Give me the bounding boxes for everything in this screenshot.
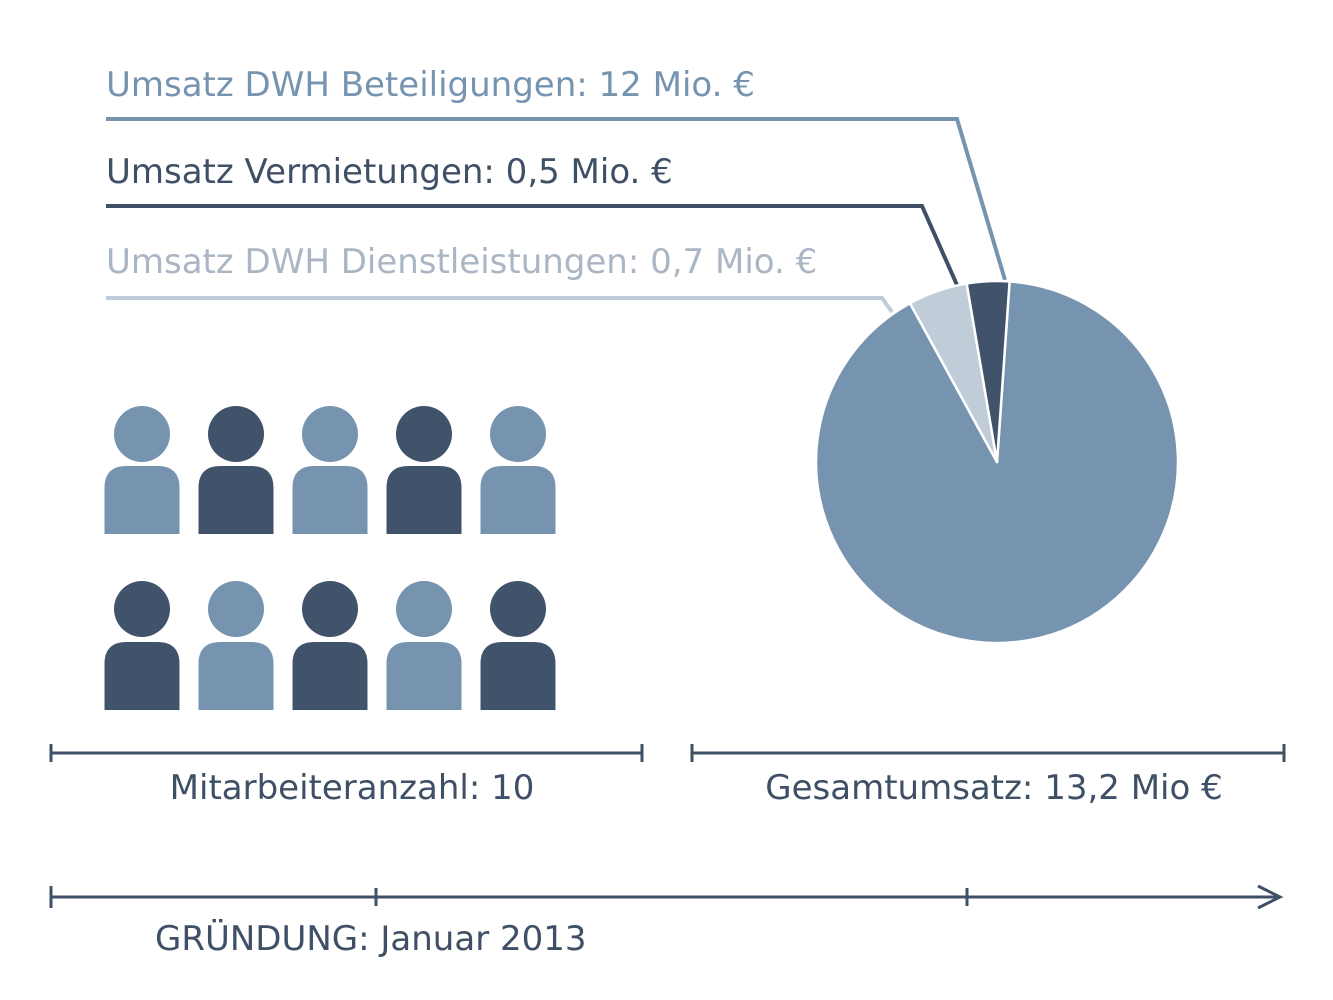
- revenue-range-bracket: [690, 744, 1286, 762]
- founding-label: GRÜNDUNG: Januar 2013: [155, 918, 587, 959]
- revenue-pie-chart: [814, 279, 1180, 645]
- leader-line-beteiligungen: [106, 117, 1007, 281]
- person-icon: [104, 406, 180, 534]
- employee-count-caption: Mitarbeiteranzahl: 10: [170, 768, 535, 808]
- person-icon: [104, 581, 180, 710]
- legend-label-beteiligungen: Umsatz DWH Beteiligungen: 12 Mio. €: [106, 65, 755, 105]
- person-icon: [480, 406, 556, 534]
- leader-line-vermietungen: [106, 204, 959, 286]
- timeline-axis: [49, 886, 1278, 908]
- person-icon: [480, 581, 556, 710]
- pie-slice-vermietungen: [965, 279, 1011, 464]
- person-icon: [292, 581, 368, 710]
- leader-line-dienstleistungen: [106, 296, 894, 314]
- person-icon: [198, 406, 274, 534]
- person-icon: [386, 581, 462, 710]
- arrow-right-icon: [1257, 884, 1284, 910]
- employee-range-bracket: [49, 744, 644, 762]
- legend-label-dienstleistungen: Umsatz DWH Dienstleistungen: 0,7 Mio. €: [106, 242, 817, 282]
- person-icon: [292, 406, 368, 534]
- person-icon: [386, 406, 462, 534]
- person-icon: [198, 581, 274, 710]
- total-revenue-caption: Gesamtumsatz: 13,2 Mio €: [765, 768, 1222, 808]
- legend-label-vermietungen: Umsatz Vermietungen: 0,5 Mio. €: [106, 152, 673, 192]
- employee-pictogram: [104, 406, 556, 710]
